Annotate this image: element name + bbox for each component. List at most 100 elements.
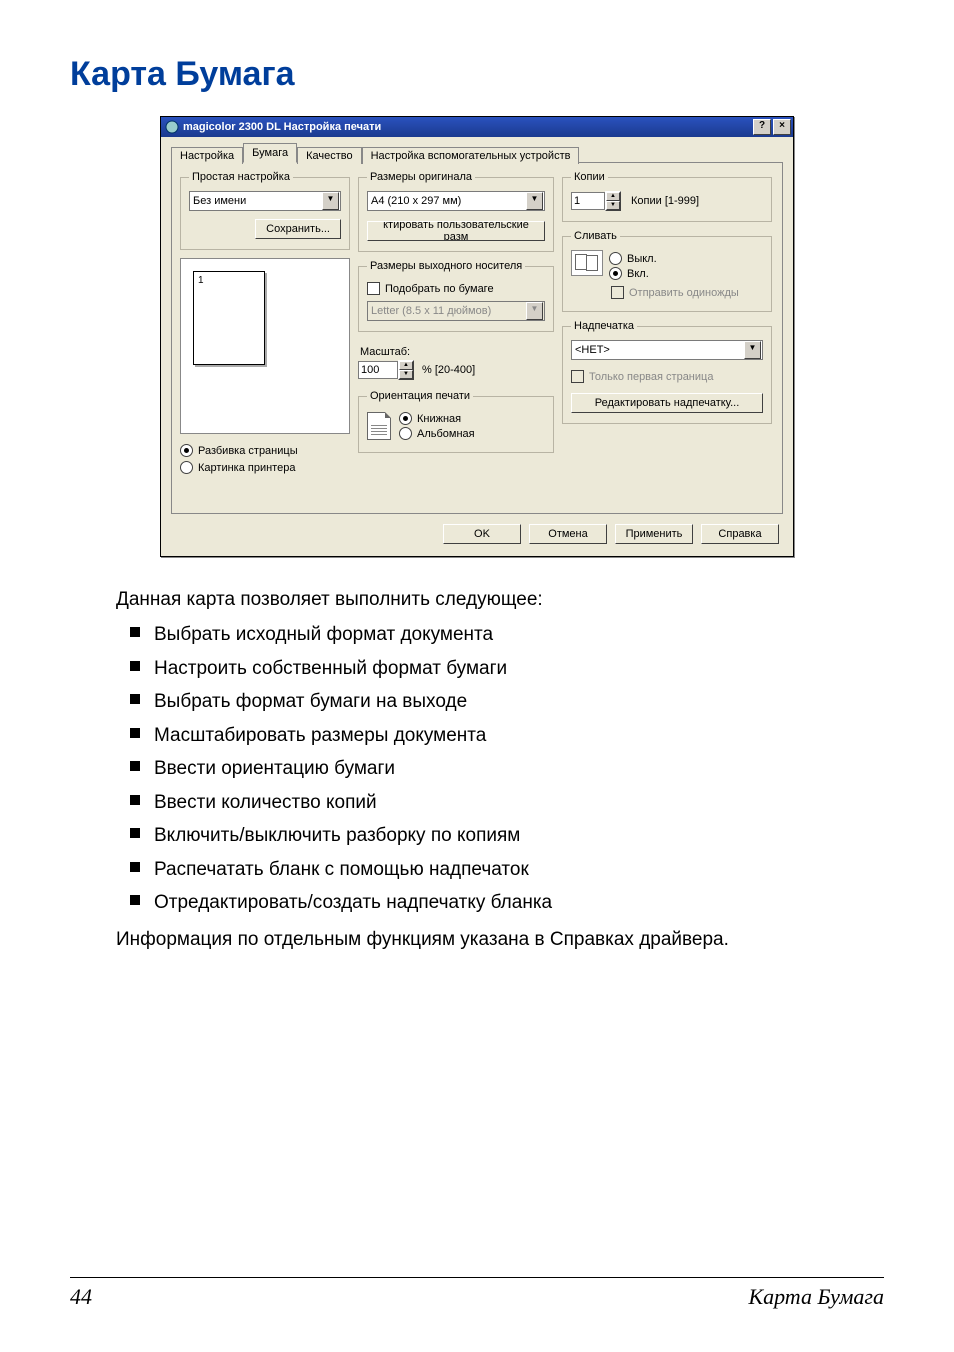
list-item: Выбрать исходный формат документа [116, 620, 884, 649]
fit-to-paper-check[interactable]: Подобрать по бумаге [367, 282, 545, 295]
titlebar: magicolor 2300 DL Настройка печати ? × [161, 117, 793, 137]
ok-button[interactable]: OK [443, 524, 521, 544]
tab-devices[interactable]: Настройка вспомогательных устройств [362, 147, 580, 164]
fit-to-paper-label: Подобрать по бумаге [385, 283, 494, 295]
group-collate-legend: Сливать [571, 230, 620, 242]
preview-sheet: 1 [193, 271, 265, 365]
easy-setup-combo[interactable]: Без имени [189, 191, 341, 211]
output-size-value: Letter (8.5 x 11 дюймов) [371, 305, 491, 317]
spinner-buttons-icon[interactable]: ▲▼ [605, 191, 621, 211]
feature-list: Выбрать исходный формат документа Настро… [116, 620, 884, 917]
app-icon [165, 120, 179, 134]
group-overlay: Надпечатка <НЕТ> Только первая страница … [562, 320, 772, 424]
radio-dot-icon [399, 427, 412, 440]
group-easy-setup-legend: Простая настройка [189, 171, 293, 183]
preview-pane: 1 [180, 258, 350, 434]
chevron-down-icon[interactable] [322, 192, 339, 210]
edit-overlay-button[interactable]: Редактировать надпечатку... [571, 393, 763, 413]
cancel-button[interactable]: Отмена [529, 524, 607, 544]
original-size-combo[interactable]: A4 (210 x 297 мм) [367, 191, 545, 211]
copies-range: Копии [1-999] [631, 195, 699, 207]
edit-custom-size-button[interactable]: ктировать пользовательские разм [367, 221, 545, 241]
footer-title: Карта Бумага [748, 1284, 884, 1310]
help-button[interactable]: Справка [701, 524, 779, 544]
page-heading: Карта Бумага [70, 55, 884, 94]
group-overlay-legend: Надпечатка [571, 320, 637, 332]
print-settings-dialog: magicolor 2300 DL Настройка печати ? × Н… [160, 116, 794, 557]
first-page-only-check: Только первая страница [571, 370, 763, 383]
scale-suffix: % [20-400] [422, 364, 475, 376]
radio-page-layout[interactable]: Разбивка страницы [180, 444, 350, 457]
help-button-icon[interactable]: ? [753, 119, 771, 135]
group-orientation: Ориентация печати Книжная Альбом [358, 390, 554, 453]
radio-printer-image-label: Картинка принтера [198, 462, 295, 474]
dialog-button-row: OK Отмена Применить Справка [171, 514, 783, 546]
list-item: Настроить собственный формат бумаги [116, 654, 884, 683]
page-footer: 44 Карта Бумага [70, 1277, 884, 1310]
radio-dot-icon [180, 461, 193, 474]
radio-dot-icon [609, 267, 622, 280]
radio-collate-off-label: Выкл. [627, 253, 657, 265]
output-size-combo: Letter (8.5 x 11 дюймов) [367, 301, 545, 321]
scale-input[interactable] [358, 361, 398, 379]
checkbox-icon [611, 286, 624, 299]
send-once-check: Отправить одиножды [611, 286, 763, 299]
checkbox-icon [571, 370, 584, 383]
list-item: Отредактировать/создать надпечатку бланк… [116, 888, 884, 917]
spinner-buttons-icon[interactable]: ▲▼ [398, 360, 414, 380]
radio-portrait[interactable]: Книжная [399, 412, 475, 425]
group-original-size: Размеры оригинала A4 (210 x 297 мм) ктир… [358, 171, 554, 252]
radio-collate-off[interactable]: Выкл. [609, 252, 657, 265]
group-copies-legend: Копии [571, 171, 608, 183]
list-item: Ввести количество копий [116, 788, 884, 817]
group-copies: Копии ▲▼ Копии [1-999] [562, 171, 772, 222]
intro-text: Данная карта позволяет выполнить следующ… [116, 585, 884, 614]
group-orientation-legend: Ориентация печати [367, 390, 473, 402]
group-collate: Сливать Выкл. Вкл. [562, 230, 772, 312]
page-number: 44 [70, 1284, 92, 1310]
list-item: Масштабировать размеры документа [116, 721, 884, 750]
first-page-only-label: Только первая страница [589, 371, 713, 383]
radio-collate-on-label: Вкл. [627, 268, 649, 280]
group-original-size-legend: Размеры оригинала [367, 171, 475, 183]
orientation-icon [367, 412, 391, 440]
overlay-value: <НЕТ> [575, 344, 610, 356]
apply-button[interactable]: Применить [615, 524, 693, 544]
list-item: Включить/выключить разборку по копиям [116, 821, 884, 850]
overlay-combo[interactable]: <НЕТ> [571, 340, 763, 360]
radio-dot-icon [180, 444, 193, 457]
original-size-value: A4 (210 x 297 мм) [371, 195, 461, 207]
chevron-down-icon[interactable] [744, 341, 761, 359]
collate-icon [571, 250, 603, 276]
tab-strip: Настройка Бумага Качество Настройка вспо… [171, 143, 783, 163]
list-item: Распечатать бланк с помощью надпечаток [116, 855, 884, 884]
save-button[interactable]: Сохранить... [255, 219, 341, 239]
scale-label: Масштаб: [360, 346, 554, 358]
list-item: Ввести ориентацию бумаги [116, 754, 884, 783]
list-item: Выбрать формат бумаги на выходе [116, 687, 884, 716]
footnote-text: Информация по отдельным функциям указана… [116, 925, 884, 954]
radio-landscape-label: Альбомная [417, 428, 475, 440]
radio-printer-image[interactable]: Картинка принтера [180, 461, 350, 474]
tab-paper[interactable]: Бумага [243, 143, 297, 163]
radio-page-layout-label: Разбивка страницы [198, 445, 298, 457]
radio-portrait-label: Книжная [417, 413, 461, 425]
tab-page-paper: Простая настройка Без имени Сохранить...… [171, 162, 783, 514]
scale-spinner[interactable]: ▲▼ % [20-400] [358, 360, 554, 380]
chevron-down-icon [526, 302, 543, 320]
radio-landscape[interactable]: Альбомная [399, 427, 475, 440]
copies-input[interactable] [571, 192, 605, 210]
send-once-label: Отправить одиножды [629, 287, 739, 299]
tab-setup[interactable]: Настройка [171, 147, 243, 164]
radio-dot-icon [399, 412, 412, 425]
radio-collate-on[interactable]: Вкл. [609, 267, 657, 280]
copies-spinner[interactable]: ▲▼ [571, 191, 621, 211]
group-output-size: Размеры выходного носителя Подобрать по … [358, 260, 554, 332]
tab-quality[interactable]: Качество [297, 147, 362, 164]
close-icon[interactable]: × [773, 119, 791, 135]
chevron-down-icon[interactable] [526, 192, 543, 210]
radio-dot-icon [609, 252, 622, 265]
preview-page-number: 1 [198, 275, 204, 286]
easy-setup-value: Без имени [193, 195, 246, 207]
checkbox-icon [367, 282, 380, 295]
